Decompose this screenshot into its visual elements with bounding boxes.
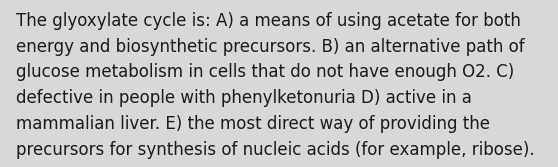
Text: mammalian liver. E) the most direct way of providing the: mammalian liver. E) the most direct way … [16, 115, 489, 133]
Text: glucose metabolism in cells that do not have enough O2. C): glucose metabolism in cells that do not … [16, 63, 514, 81]
Text: The glyoxylate cycle is: A) a means of using acetate for both: The glyoxylate cycle is: A) a means of u… [16, 12, 521, 30]
Text: energy and biosynthetic precursors. B) an alternative path of: energy and biosynthetic precursors. B) a… [16, 38, 525, 56]
Text: precursors for synthesis of nucleic acids (for example, ribose).: precursors for synthesis of nucleic acid… [16, 141, 534, 159]
Text: defective in people with phenylketonuria D) active in a: defective in people with phenylketonuria… [16, 89, 472, 107]
